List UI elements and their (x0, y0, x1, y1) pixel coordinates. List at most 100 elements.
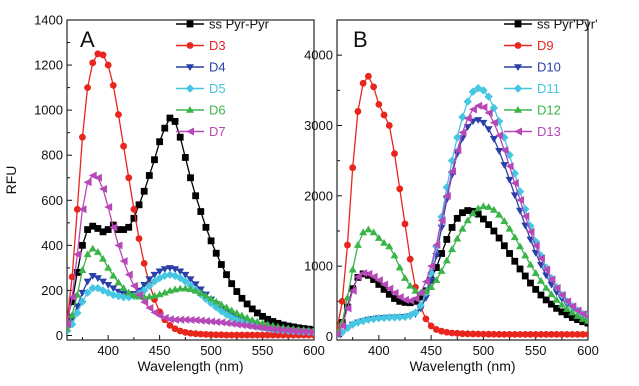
data-point (161, 124, 169, 132)
data-point (263, 324, 272, 333)
data-point (396, 185, 404, 193)
data-point (223, 271, 230, 279)
data-point (422, 315, 430, 323)
legend-marker (513, 84, 523, 93)
data-point (553, 330, 561, 338)
series-d13 (337, 101, 588, 339)
data-point (83, 288, 92, 297)
data-point (468, 209, 477, 217)
data-point (427, 262, 436, 271)
data-point (93, 275, 102, 283)
data-point (238, 294, 246, 302)
data-point (438, 327, 445, 335)
data-point (115, 226, 122, 233)
data-point (119, 284, 128, 291)
plot-frame (66, 19, 315, 341)
data-point (579, 318, 587, 326)
data-point (289, 326, 298, 335)
data-point (489, 103, 499, 113)
legend-label: D10 (537, 60, 561, 75)
data-point (253, 323, 262, 332)
data-point (197, 208, 205, 215)
data-point (217, 318, 226, 327)
data-point (574, 316, 581, 324)
data-point (273, 325, 282, 334)
data-point (552, 283, 561, 292)
data-point (103, 288, 113, 297)
data-point (516, 242, 525, 250)
y-tick-label: 1000 (34, 103, 63, 118)
data-point (490, 227, 498, 235)
data-point (176, 133, 184, 141)
panel-b: 400 450 500 550 60001000200030004000Waveleng… (304, 17, 599, 375)
data-point (78, 205, 87, 214)
data-point (479, 202, 488, 210)
y-tick-label: 0 (56, 328, 63, 343)
data-point (89, 222, 97, 230)
x-tick-label: 550 (525, 343, 547, 358)
data-point (186, 315, 195, 324)
data-point (248, 315, 257, 323)
legend-label: D6 (209, 103, 226, 118)
data-point (130, 214, 138, 222)
data-point (155, 268, 164, 276)
data-point (150, 271, 159, 279)
data-point (390, 288, 399, 297)
data-point (125, 174, 133, 182)
data-point (484, 92, 493, 101)
legend-item: ss Pyr-Pyr (176, 17, 270, 32)
data-point (375, 100, 383, 108)
data-point (201, 317, 210, 326)
data-point (443, 236, 451, 243)
legend-item: D9 (504, 38, 554, 53)
data-point (68, 298, 76, 306)
data-point (67, 324, 71, 332)
data-point (459, 330, 466, 338)
data-point (115, 111, 122, 119)
series-ss-pyr-pyr (67, 114, 314, 334)
legend-label: D4 (209, 60, 226, 75)
legend-item: D6 (176, 103, 226, 118)
data-point (536, 276, 545, 284)
data-point (233, 331, 241, 339)
legend-label: ss Pyr'Pyr' (537, 17, 598, 32)
data-point (237, 321, 246, 330)
data-point (160, 288, 169, 296)
data-point (395, 312, 404, 322)
data-point (202, 330, 210, 338)
data-point (337, 330, 341, 339)
x-tick-label: 500 (200, 343, 222, 358)
data-point (516, 330, 524, 338)
data-point (73, 250, 82, 259)
data-point (338, 321, 347, 330)
data-point (176, 284, 185, 292)
x-tick-label: 600 (303, 343, 325, 358)
data-point (374, 276, 383, 285)
data-point (93, 248, 102, 255)
legend: ss Pyr'Pyr' D9 D10 D11 D12 D13 (504, 17, 598, 139)
data-point (489, 136, 498, 143)
data-point (369, 272, 378, 281)
data-point (506, 250, 513, 257)
data-point (442, 183, 452, 192)
data-point (584, 317, 588, 324)
data-point (458, 128, 467, 137)
data-point (104, 281, 113, 289)
data-point (181, 154, 189, 161)
data-point (568, 302, 577, 311)
legend-marker (186, 42, 194, 49)
panel-a: 400 450 500 550 600 0 200 400 600 800 1000 1200 1400… (3, 13, 325, 375)
data-point (568, 308, 577, 316)
data-point (364, 269, 373, 278)
data-point (395, 263, 404, 271)
data-point (380, 280, 389, 289)
y-tick-label: 800 (41, 148, 63, 163)
data-point (505, 224, 514, 232)
data-point (124, 270, 133, 279)
data-point (432, 276, 441, 284)
data-point (83, 178, 92, 187)
data-point (119, 257, 128, 266)
data-point (500, 242, 508, 250)
data-point (474, 204, 483, 212)
data-point (406, 255, 414, 263)
